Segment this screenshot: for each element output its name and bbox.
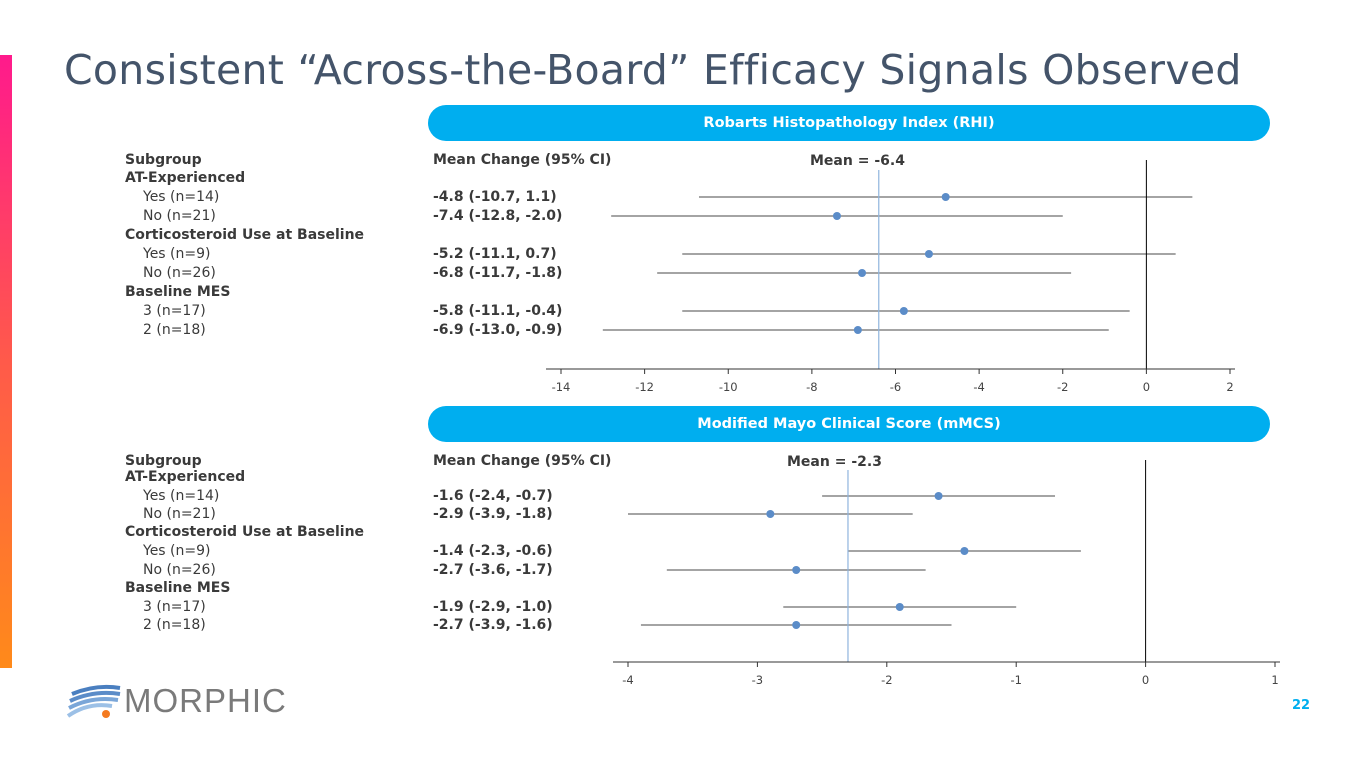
x-tick-label: -6 — [890, 380, 901, 394]
row-value: -5.8 (-11.1, -0.4) — [433, 303, 563, 319]
accent-bar — [0, 55, 12, 668]
row-label: Yes (n=14) — [143, 488, 220, 504]
value-header: Mean Change (95% CI) — [433, 152, 612, 168]
point-estimate — [832, 212, 841, 220]
x-tick-label: 1 — [1271, 673, 1278, 687]
x-tick-label: 0 — [1143, 380, 1150, 394]
point-estimate — [853, 326, 862, 334]
x-tick-label: -2 — [1057, 380, 1068, 394]
row-value: -2.9 (-3.9, -1.8) — [433, 506, 553, 522]
row-value: -2.7 (-3.9, -1.6) — [433, 617, 553, 633]
row-value: -6.9 (-13.0, -0.9) — [433, 322, 563, 338]
group-label: Corticosteroid Use at Baseline — [125, 524, 365, 540]
row-label: Yes (n=14) — [143, 189, 220, 205]
row-label: No (n=21) — [143, 506, 216, 522]
mean-label: Mean = -6.4 — [810, 153, 905, 169]
point-estimate — [895, 603, 904, 611]
group-label: Baseline MES — [125, 580, 231, 596]
x-tick-label: -2 — [881, 673, 892, 687]
x-tick-label: 0 — [1142, 673, 1149, 687]
row-value: -5.2 (-11.1, 0.7) — [433, 246, 557, 262]
subgroup-header: Subgroup — [125, 453, 202, 469]
x-tick-label: -3 — [752, 673, 763, 687]
row-label: No (n=26) — [143, 562, 216, 578]
row-label: 2 (n=18) — [143, 617, 206, 633]
point-estimate — [792, 566, 801, 574]
row-label: Yes (n=9) — [143, 246, 211, 262]
mean-label: Mean = -2.3 — [787, 454, 882, 470]
row-label: 2 (n=18) — [143, 322, 206, 338]
point-estimate — [858, 269, 867, 277]
row-label: Yes (n=9) — [143, 543, 211, 559]
group-label: AT-Experienced — [125, 469, 246, 485]
point-estimate — [924, 250, 933, 258]
x-tick-label: -14 — [552, 380, 571, 394]
row-label: No (n=26) — [143, 265, 216, 281]
slide-title: Consistent “Across-the-Board” Efficacy S… — [64, 46, 1242, 94]
subgroup-header: Subgroup — [125, 152, 202, 168]
mmcs-title-pill: Modified Mayo Clinical Score (mMCS) — [428, 406, 1270, 442]
x-tick-label: -4 — [622, 673, 633, 687]
point-estimate — [766, 510, 775, 518]
value-header: Mean Change (95% CI) — [433, 453, 612, 469]
row-label: 3 (n=17) — [143, 599, 206, 615]
row-value: -4.8 (-10.7, 1.1) — [433, 189, 557, 205]
x-tick-label: 2 — [1226, 380, 1233, 394]
row-value: -2.7 (-3.6, -1.7) — [433, 562, 553, 578]
point-estimate — [960, 547, 969, 555]
point-estimate — [934, 492, 943, 500]
page-number: 22 — [1292, 698, 1311, 713]
row-label: No (n=21) — [143, 208, 216, 224]
row-value: -7.4 (-12.8, -2.0) — [433, 208, 563, 224]
group-label: Baseline MES — [125, 284, 231, 300]
x-tick-label: -10 — [719, 380, 738, 394]
x-tick-label: -8 — [806, 380, 817, 394]
point-estimate — [899, 307, 908, 315]
row-value: -1.6 (-2.4, -0.7) — [433, 488, 553, 504]
logo-text: MORPHIC — [124, 682, 287, 719]
morphic-logo-icon — [66, 684, 121, 718]
x-tick-label: -12 — [635, 380, 654, 394]
x-tick-label: -1 — [1010, 673, 1021, 687]
point-estimate — [792, 621, 801, 629]
rhi-title-pill: Robarts Histopathology Index (RHI) — [428, 105, 1270, 141]
group-label: AT-Experienced — [125, 170, 246, 186]
group-label: Corticosteroid Use at Baseline — [125, 227, 365, 243]
row-value: -1.4 (-2.3, -0.6) — [433, 543, 553, 559]
point-estimate — [941, 193, 950, 201]
x-tick-label: -4 — [973, 380, 984, 394]
row-label: 3 (n=17) — [143, 303, 206, 319]
row-value: -1.9 (-2.9, -1.0) — [433, 599, 553, 615]
row-value: -6.8 (-11.7, -1.8) — [433, 265, 563, 281]
